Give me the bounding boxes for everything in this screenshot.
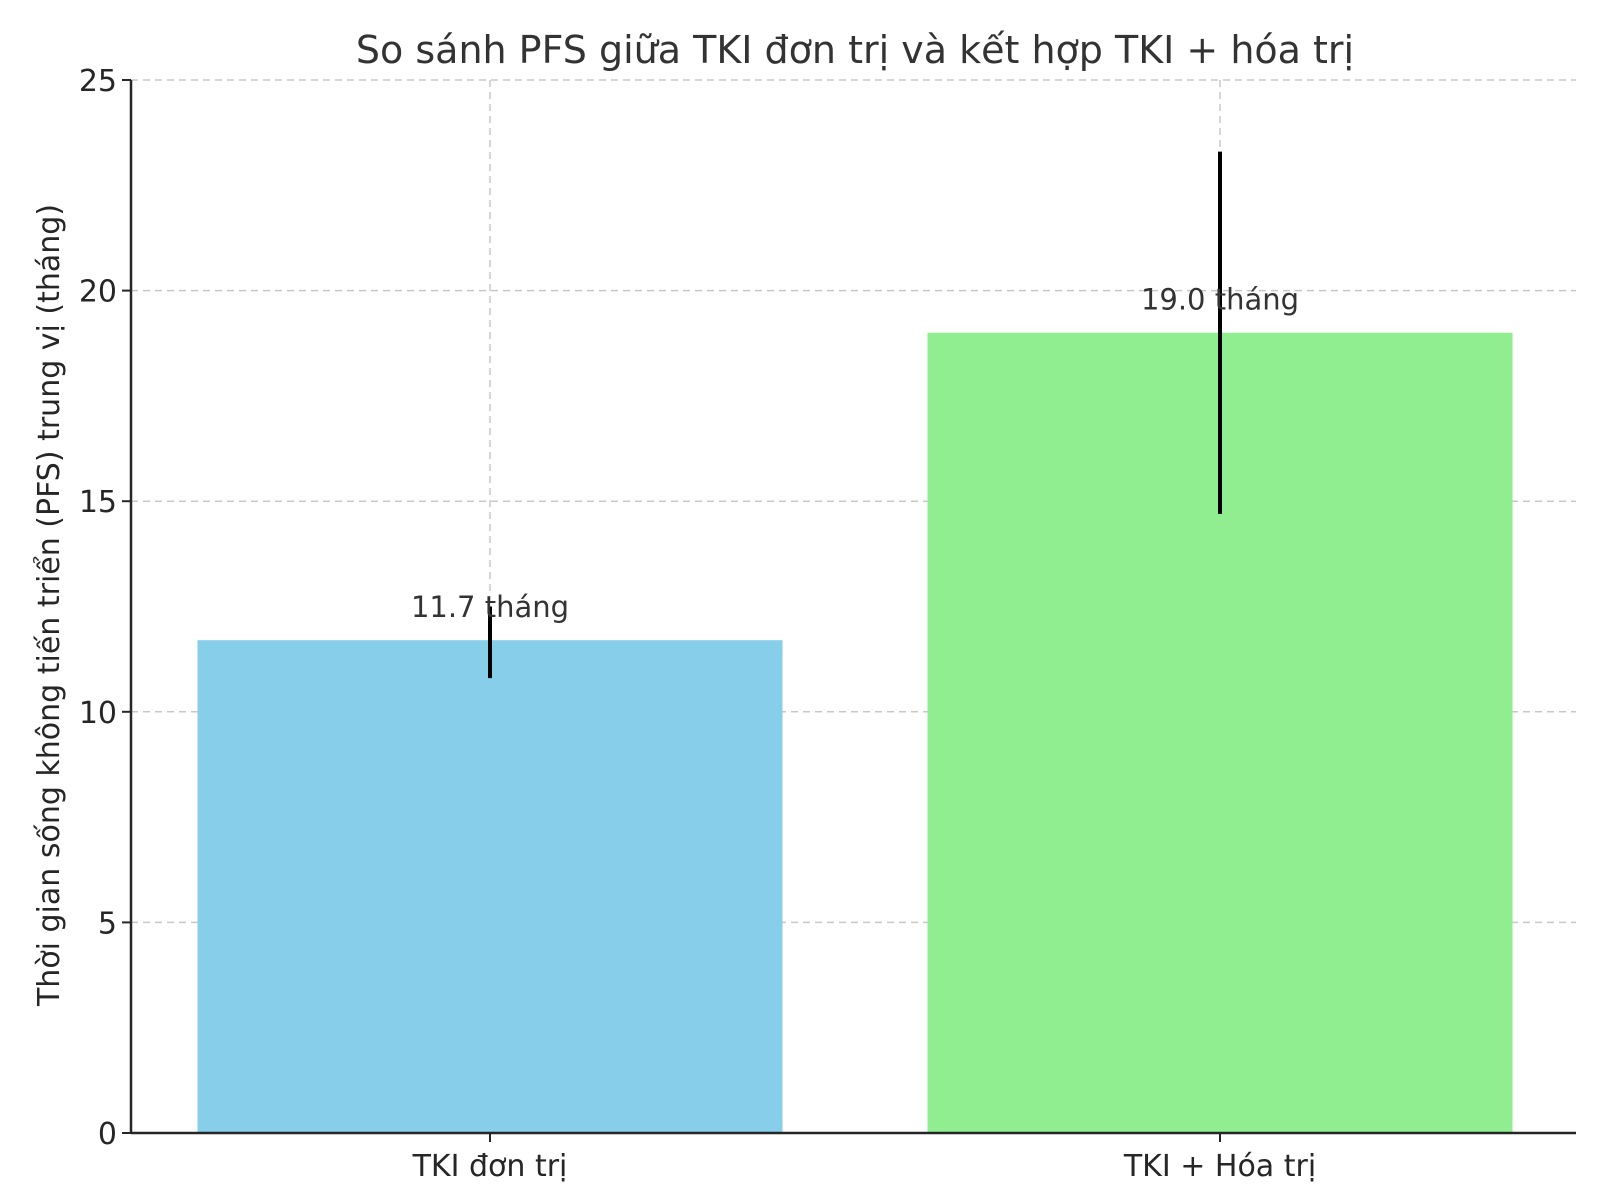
- y-tick-label: 20: [79, 275, 117, 310]
- y-tick-label: 5: [98, 906, 117, 941]
- bar: [197, 640, 783, 1133]
- y-tick-label: 25: [79, 64, 117, 99]
- data-label-layer: 11.7 tháng 19.0 tháng: [411, 283, 1299, 624]
- y-tick-label: 0: [98, 1117, 117, 1152]
- bar-layer: [197, 332, 1513, 1134]
- data-label: 11.7 tháng: [411, 590, 569, 624]
- error-bar-layer: [488, 151, 1222, 679]
- y-axis-label: Thời gian sống không tiến triển (PFS) tr…: [31, 204, 67, 1007]
- x-tick-label: TKI đơn trị: [412, 1149, 568, 1184]
- x-tick-label: TKI + Hóa trị: [1123, 1149, 1316, 1184]
- y-tick-label: 10: [79, 696, 117, 731]
- data-label: 19.0 tháng: [1141, 283, 1299, 317]
- tick-layer: 0 5 10 15 20 25 TKI đơn trị TKI + Hóa trị: [79, 64, 1316, 1184]
- y-tick-label: 15: [79, 485, 117, 520]
- chart-title: So sánh PFS giữa TKI đơn trị và kết hợp …: [356, 28, 1354, 72]
- axis-layer: [129, 80, 1576, 1135]
